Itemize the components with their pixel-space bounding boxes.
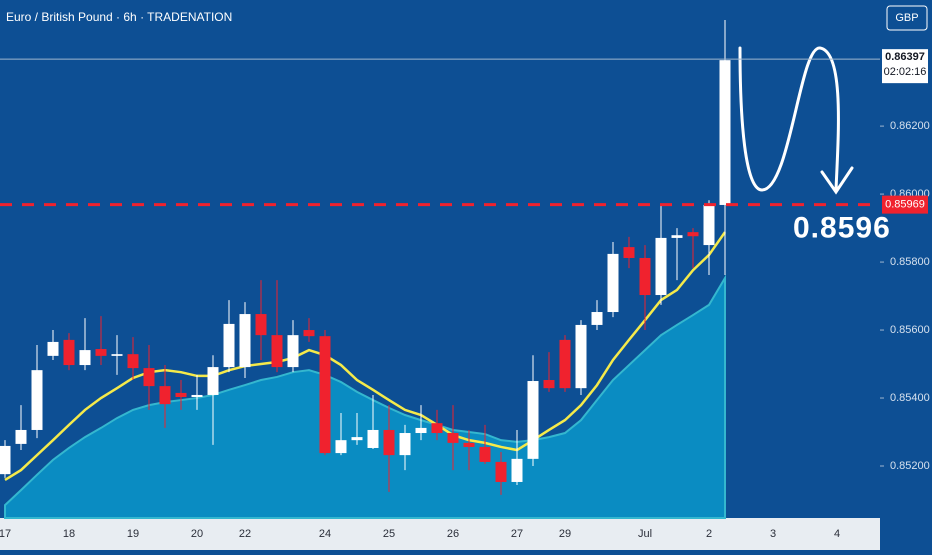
candle-body (47, 341, 59, 356)
candle-body (31, 370, 43, 430)
candle-body (399, 433, 411, 456)
candle-body (0, 445, 11, 475)
candle-body (623, 247, 635, 258)
candle-body (143, 368, 155, 387)
y-tick-label: 0.85800 (890, 256, 930, 268)
x-tick-label: 29 (559, 528, 571, 540)
candle-body (255, 314, 267, 336)
candle-body (495, 461, 507, 482)
candle-body (63, 339, 75, 366)
candle-body (703, 204, 715, 246)
candle-body (111, 354, 123, 356)
candle-body (655, 237, 667, 296)
level-label: 0.85969 (885, 199, 925, 211)
candle-body (671, 235, 683, 238)
candle-body (271, 335, 283, 368)
y-tick-label: 0.85200 (890, 460, 930, 472)
y-tick-label: 0.85400 (890, 392, 930, 404)
candle-body (543, 380, 555, 389)
last-price-box (882, 49, 928, 84)
candle-body (639, 257, 651, 296)
x-tick-label: 20 (191, 528, 203, 540)
candle-body (687, 232, 699, 237)
candle-body (303, 330, 315, 337)
candle-body (351, 437, 363, 441)
candle-body (223, 323, 235, 368)
candle-body (575, 324, 587, 389)
candle-body (415, 427, 427, 434)
arrow-drawing (738, 46, 854, 195)
x-tick-label: 18 (63, 528, 75, 540)
y-tick-label: 0.86200 (890, 120, 930, 132)
x-tick-label: 25 (383, 528, 395, 540)
candle-body (191, 394, 203, 397)
x-tick-label: Jul (638, 528, 652, 540)
candle-body (159, 386, 171, 405)
candle-body (447, 433, 459, 443)
candle-body (383, 429, 395, 456)
x-tick-label: 3 (770, 528, 776, 540)
candle-body (719, 60, 731, 205)
candle-body (239, 314, 251, 368)
countdown: 02:02:16 (884, 66, 927, 78)
candle-body (511, 458, 523, 482)
x-axis-strip (0, 518, 880, 550)
candle-body (15, 429, 27, 444)
x-tick-label: 26 (447, 528, 459, 540)
candle-body (319, 336, 331, 454)
y-tick-label: 0.85600 (890, 324, 930, 336)
x-tick-label: 19 (127, 528, 139, 540)
x-tick-label: 17 (0, 528, 11, 540)
chart-title: Euro / British Pound · 6h · TRADENATION (6, 10, 232, 24)
candle-body (559, 339, 571, 389)
candle-body (367, 429, 379, 448)
x-tick-label: 2 (706, 528, 712, 540)
candle-body (175, 392, 187, 397)
candle-body (463, 442, 475, 447)
candle-body (591, 312, 603, 325)
candle-body (287, 335, 299, 368)
candle-body (431, 423, 443, 434)
candle-body (95, 349, 107, 356)
candle-body (127, 354, 139, 369)
last-price-label: 0.86397 (885, 51, 925, 63)
plot (0, 20, 731, 519)
candle-body (207, 367, 219, 395)
level-box (882, 195, 928, 214)
candle-body (479, 446, 491, 462)
candle-body (527, 381, 539, 459)
x-tick-label: 24 (319, 528, 331, 540)
candle-body (335, 440, 347, 454)
candle-body (79, 350, 91, 366)
annotation: 0.8596 (793, 212, 891, 245)
x-tick-label: 4 (834, 528, 840, 540)
currency-box[interactable] (886, 5, 928, 31)
candle-body (607, 253, 619, 313)
currency: GBP (895, 12, 918, 24)
x-tick-label: 22 (239, 528, 251, 540)
x-tick-label: 27 (511, 528, 523, 540)
ma-line (4, 231, 727, 481)
